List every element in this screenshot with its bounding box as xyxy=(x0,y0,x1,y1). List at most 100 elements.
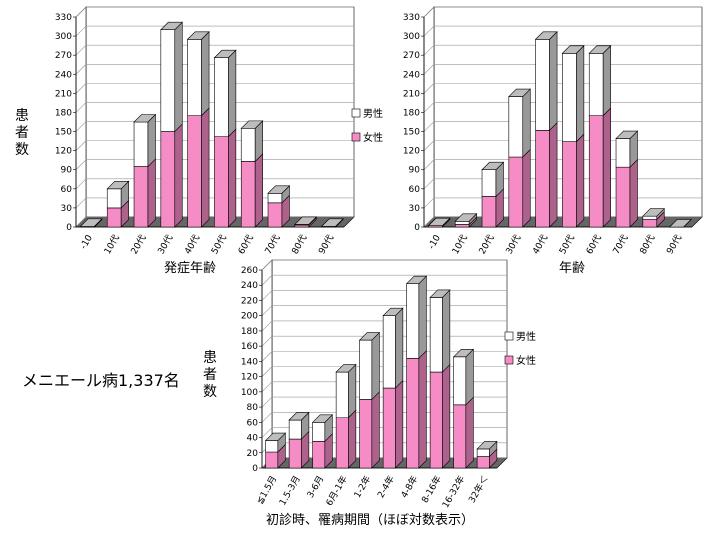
x-tick-label: 6月-1年 xyxy=(323,474,350,508)
y-tick-label: 150 xyxy=(55,128,72,138)
bar-male-top-6 xyxy=(405,275,428,285)
x-tick-label: 50代 xyxy=(557,233,577,256)
x-tick-label: 70代 xyxy=(263,233,283,256)
y-tick-label: 330 xyxy=(55,13,72,23)
bar-male-side-8 xyxy=(465,348,474,406)
bar-female-6 xyxy=(406,358,420,469)
gridline-side xyxy=(261,412,273,423)
chart-1: 0 30 60 90 120 150 180 210 240 270 300 330 -10 10代 20代… xyxy=(15,6,383,276)
bar-female-2 xyxy=(312,441,326,469)
x-tick-label: 60代 xyxy=(236,233,256,256)
bar-female-side-2 xyxy=(147,158,156,228)
bar-female-side-4 xyxy=(371,391,380,469)
bar-male-top-9 xyxy=(320,218,344,227)
bar-female-side-3 xyxy=(348,409,357,469)
x-tick-label: 70代 xyxy=(611,233,631,256)
y-tick-label: 120 xyxy=(403,147,420,157)
legend-swatch-female xyxy=(504,355,514,365)
bar-female-3 xyxy=(335,417,349,469)
bar-male-side-3 xyxy=(174,21,183,133)
bar-female-side-3 xyxy=(522,148,531,228)
gridline-side xyxy=(423,83,435,94)
bar-female-4 xyxy=(535,129,550,228)
bar-female-side-7 xyxy=(629,158,638,228)
x-tick-label: 40代 xyxy=(182,233,202,256)
gridline-side xyxy=(423,140,435,151)
chart-2: 0 30 60 90 120 150 180 210 240 270 300 330 -10 10代 20代… xyxy=(403,6,703,276)
bar-male-side-5 xyxy=(228,49,237,138)
bar-female-1 xyxy=(454,224,470,228)
bar-female-side-6 xyxy=(254,153,263,228)
legend-label-male: 男性 xyxy=(516,330,536,343)
bar-male-top-8 xyxy=(642,208,665,217)
legend-swatch-male xyxy=(504,331,514,341)
gridline-side xyxy=(261,381,273,393)
bar-male-2 xyxy=(481,169,497,197)
bar-male-side-7 xyxy=(442,289,451,373)
bar-female-5 xyxy=(562,141,577,228)
x-tick-label: 30代 xyxy=(504,233,524,256)
y-axis-label-char: 患 xyxy=(15,108,29,124)
y-tick-label: 80 xyxy=(247,403,259,413)
bar-male-5 xyxy=(382,315,396,389)
y-tick-label: 120 xyxy=(55,147,72,157)
bar-female-6 xyxy=(240,161,256,228)
bar-male-top-1 xyxy=(106,181,130,190)
bar-male-side-2 xyxy=(147,113,156,168)
bar-male-top-5 xyxy=(382,307,404,316)
bar-male-4 xyxy=(359,339,373,400)
x-tick-label: -10 xyxy=(427,233,443,251)
y-tick-label: 300 xyxy=(55,32,72,42)
bar-male-1 xyxy=(106,188,122,209)
x-tick-label: 10代 xyxy=(450,233,470,256)
bar-male-6 xyxy=(240,128,256,162)
y-tick-label: 180 xyxy=(55,108,72,118)
gridline-side xyxy=(75,6,87,18)
bar-male-2 xyxy=(312,422,326,442)
gridline-side xyxy=(75,44,87,56)
gridline-side xyxy=(423,159,435,170)
bar-female-1 xyxy=(288,438,302,469)
bar-male-top-8 xyxy=(294,216,317,225)
gridline-side xyxy=(261,275,273,286)
bar-female-4 xyxy=(359,399,373,469)
bar-female-7 xyxy=(429,371,443,469)
bar-male-4 xyxy=(535,38,550,131)
bar-male-side-4 xyxy=(549,31,558,131)
x-tick-label: ≦1.5月 xyxy=(254,474,279,506)
legend-label-female: 女性 xyxy=(516,354,536,367)
chart-3: 0 20 40 60 80 100 120 140 160 180 200 220 240 260 ≦1.5… xyxy=(203,259,536,528)
bar-female-6 xyxy=(588,115,604,228)
bar-female-8 xyxy=(453,404,467,469)
bar-female-0 xyxy=(265,451,279,469)
x-tick-label: 90代 xyxy=(316,233,336,256)
gridline-side xyxy=(75,83,87,94)
y-tick-label: 220 xyxy=(241,296,258,306)
bar-female-2 xyxy=(133,166,149,228)
bar-male-5 xyxy=(562,52,577,143)
bar-female-2 xyxy=(481,196,497,228)
x-tick-label: 50代 xyxy=(209,233,229,256)
gridline-side xyxy=(75,121,87,132)
bar-male-3 xyxy=(335,371,349,419)
gridline-side xyxy=(423,64,435,75)
bar-male-7 xyxy=(429,297,443,373)
bar-male-6 xyxy=(588,52,604,116)
bar-female-9 xyxy=(476,456,490,469)
x-tick-label: 4-8年 xyxy=(398,474,420,501)
gridline-side xyxy=(75,159,87,170)
bar-male-top-5 xyxy=(561,45,585,54)
bar-male-top-4 xyxy=(534,31,558,40)
bar-male-8 xyxy=(453,356,467,406)
bar-male-top-6 xyxy=(588,45,612,54)
y-tick-label: 0 xyxy=(414,223,420,233)
bar-female-side-5 xyxy=(228,128,237,228)
x-tick-label: 40代 xyxy=(530,233,550,256)
bar-male-top-5 xyxy=(213,49,237,59)
gridline-side xyxy=(423,121,435,132)
y-tick-label: 210 xyxy=(403,89,420,99)
x-tick-label: 8-16年 xyxy=(419,474,444,505)
bar-male-7 xyxy=(267,192,283,204)
legend-swatch-female xyxy=(351,132,361,142)
